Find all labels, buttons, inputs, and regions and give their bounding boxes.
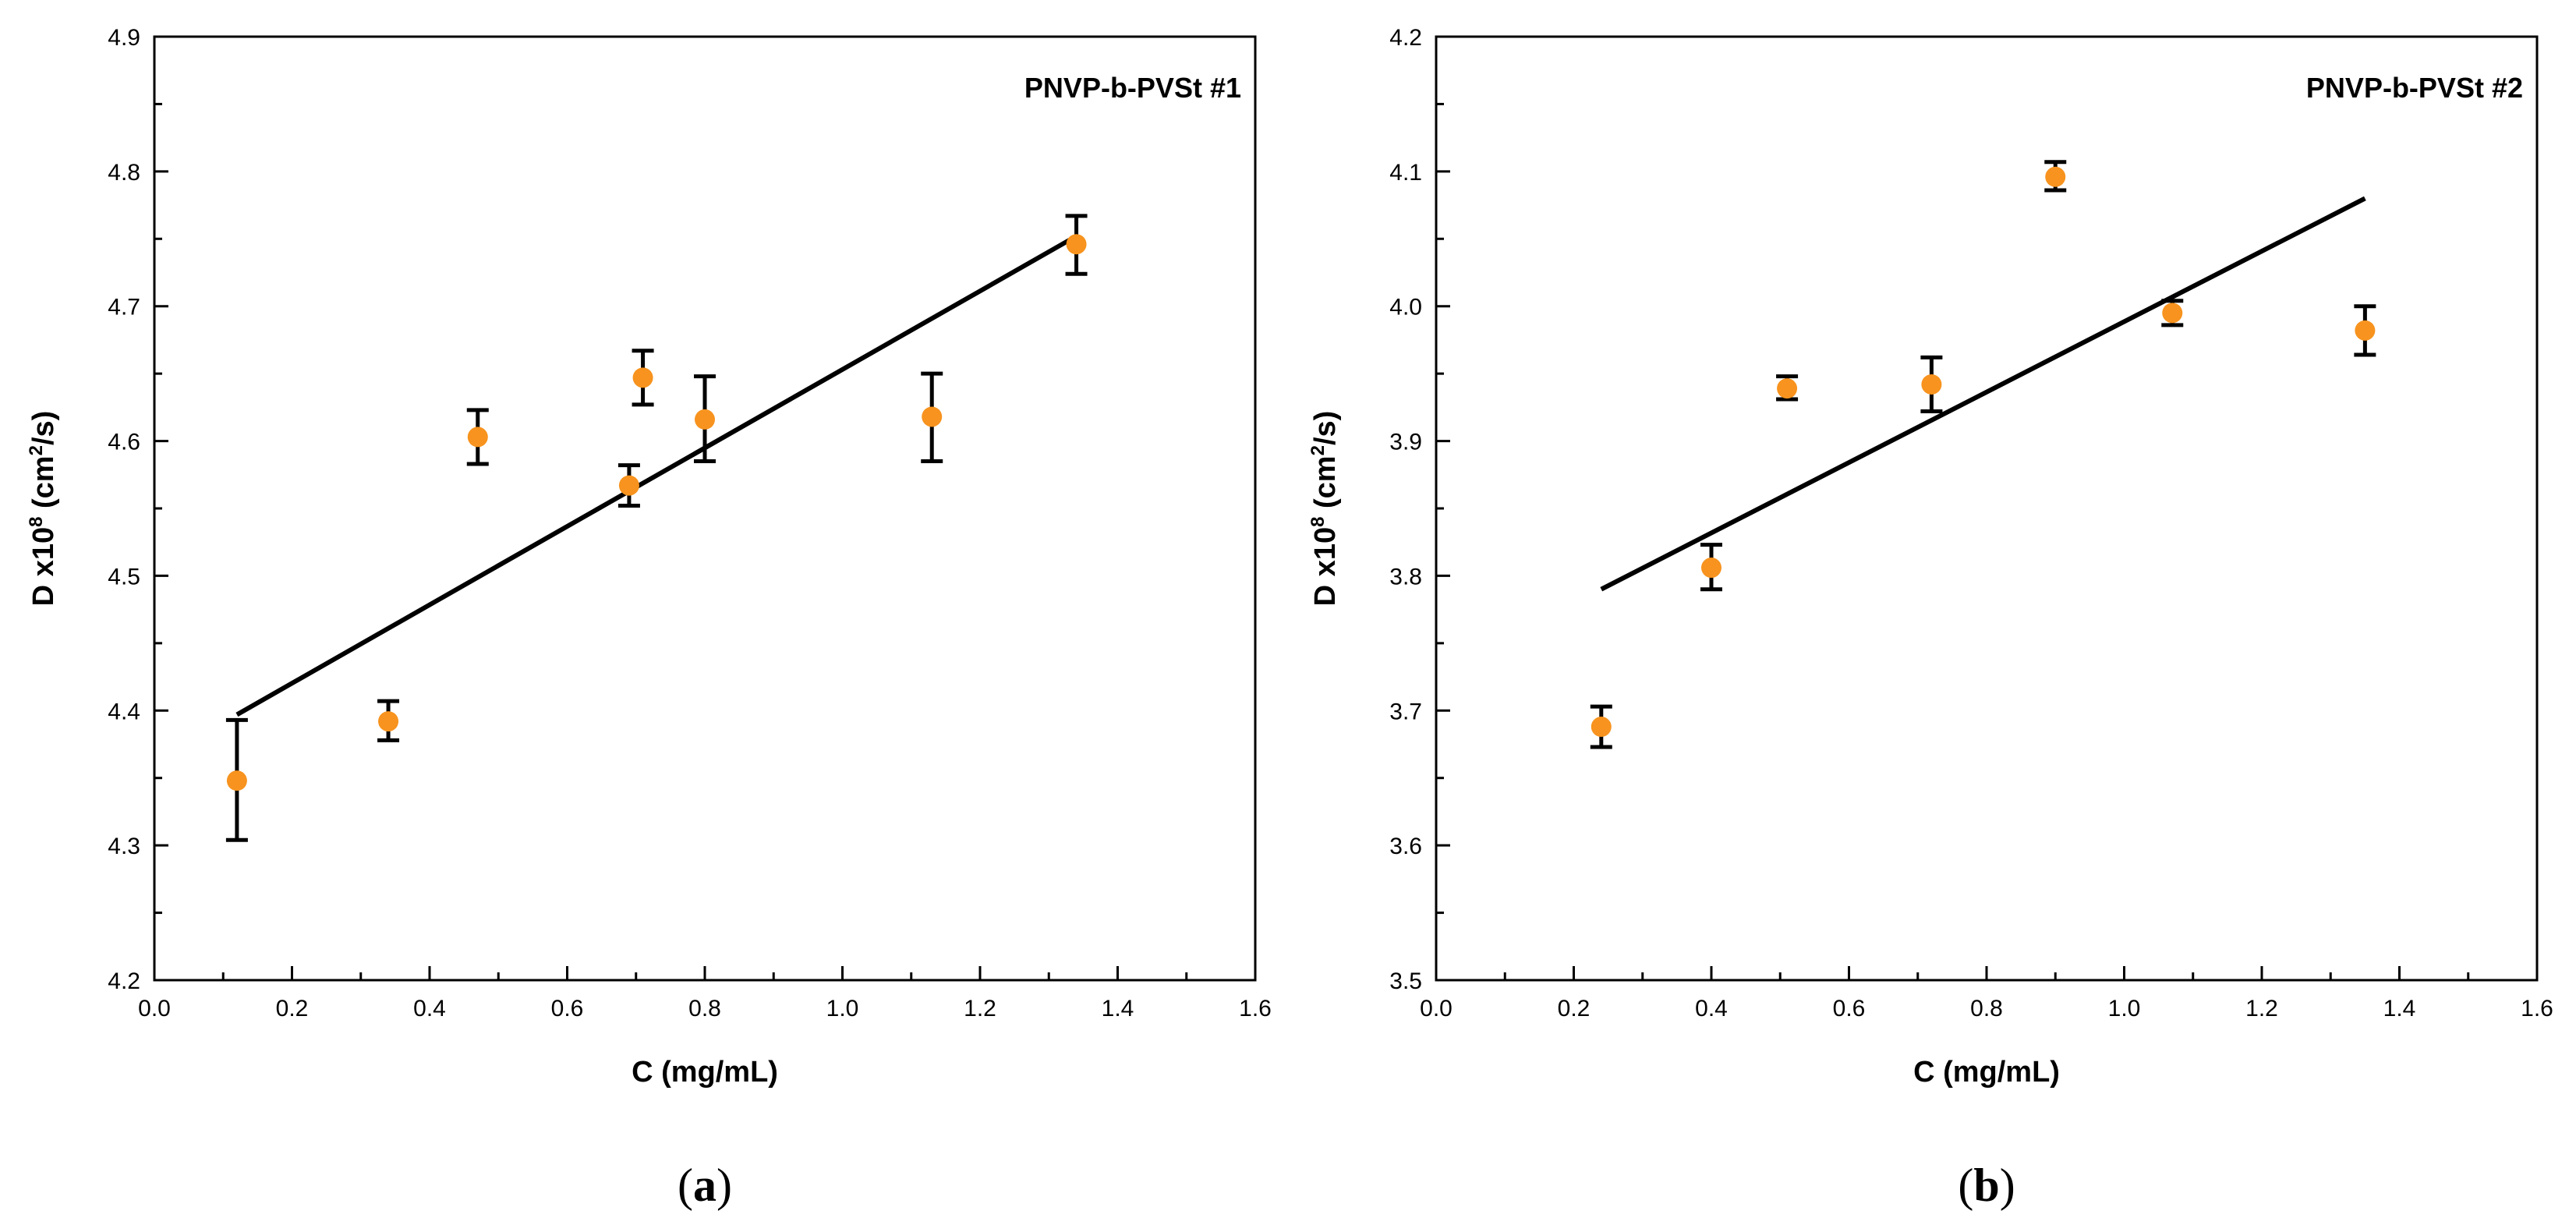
y-tick-label-a: 4.5 — [108, 564, 140, 589]
x-tick-label-b: 0.6 — [1833, 996, 1866, 1021]
x-axis-title-a: C (mg/mL) — [632, 1056, 778, 1089]
marker-b — [1701, 558, 1721, 579]
x-tick-label-b: 0.2 — [1558, 996, 1591, 1021]
data-point-b — [1920, 355, 1943, 414]
y-tick-label-b: 4.2 — [1389, 25, 1422, 51]
data-point-b — [2161, 299, 2184, 327]
y-axis-title-b-mid: (cm — [1309, 455, 1342, 516]
y-axis-title-a-suffix: /s) — [27, 411, 60, 445]
y-axis-title-a: D x108 (cm2/s) — [26, 411, 60, 607]
y-axis-title-a-mid: (cm — [27, 455, 60, 516]
y-tick-label-a: 4.2 — [108, 968, 140, 994]
data-point-a — [617, 463, 640, 508]
y-axis-title-a-exp1: 8 — [26, 517, 47, 527]
series-a — [225, 214, 1088, 842]
marker-b — [1777, 378, 1798, 399]
y-tick-label-b: 3.5 — [1389, 968, 1422, 994]
x-tick-label-a: 0.0 — [138, 996, 171, 1021]
x-tick-label-a: 1.0 — [826, 996, 859, 1021]
marker-a — [922, 406, 943, 427]
series-b — [1590, 160, 2376, 749]
y-axis-title-a-prefix: D x10 — [27, 527, 60, 606]
marker-a — [467, 427, 488, 448]
y-tick-label-b: 3.7 — [1389, 699, 1422, 724]
x-tick-label-b: 1.2 — [2245, 996, 2278, 1021]
panel-title-b: PNVP-b-PVSt #2 — [2306, 72, 2523, 104]
x-tick-label-b: 1.6 — [2521, 996, 2553, 1021]
fit-line-b — [1600, 196, 2366, 592]
y-tick-label-a: 4.8 — [108, 160, 140, 186]
y-tick-label-a: 4.4 — [108, 699, 140, 724]
data-point-b — [1700, 543, 1722, 592]
x-tick-label-a: 0.4 — [413, 996, 446, 1021]
panel-a: 0.0 0.2 0.4 0.6 0.8 1.0 1.2 1.4 1.6 4.2 4.3 4.4 4.5 4… — [26, 25, 1272, 1211]
panel-title-a: PNVP-b-PVSt #1 — [1024, 72, 1241, 104]
x-tick-label-a: 0.2 — [276, 996, 309, 1021]
y-axis-title-a-exp2: 2 — [26, 445, 47, 455]
data-point-b — [2354, 304, 2376, 357]
x-axis-title-b: C (mg/mL) — [1913, 1056, 2060, 1089]
y-axis-title-b-prefix: D x10 — [1309, 527, 1342, 606]
marker-a — [618, 475, 639, 496]
data-point-b — [1590, 704, 1612, 749]
data-point-a — [225, 717, 248, 842]
panel-b: 0.0 0.2 0.4 0.6 0.8 1.0 1.2 1.4 1.6 3.5 3.6 3.7 3.8 3… — [1307, 25, 2553, 1211]
y-tick-label-b: 4.0 — [1389, 295, 1422, 320]
y-tick-label-b: 3.8 — [1389, 564, 1422, 589]
ticks-b: 0.0 0.2 0.4 0.6 0.8 1.0 1.2 1.4 1.6 3.5 3.6 3.7 3.8 3… — [1389, 25, 2553, 1021]
marker-b — [1921, 374, 1942, 395]
marker-b — [1591, 717, 1612, 738]
ticks-a: 0.0 0.2 0.4 0.6 0.8 1.0 1.2 1.4 1.6 4.2 4.3 4.4 4.5 4… — [108, 25, 1272, 1021]
fit-line-a — [235, 234, 1078, 717]
y-axis-title-b: D x108 (cm2/s) — [1307, 411, 1342, 607]
x-tick-label-b: 0.0 — [1420, 996, 1453, 1021]
x-tick-label-a: 1.6 — [1239, 996, 1272, 1021]
marker-b — [2355, 320, 2376, 341]
marker-a — [632, 367, 653, 388]
y-tick-label-a: 4.9 — [108, 25, 140, 51]
data-point-b — [1776, 374, 1799, 402]
data-point-a — [466, 408, 489, 466]
x-tick-label-a: 0.8 — [688, 996, 721, 1021]
marker-a — [378, 711, 399, 732]
marker-a — [1066, 234, 1087, 255]
panel-caption-a-letter: a — [693, 1160, 717, 1211]
x-tick-label-b: 0.8 — [1970, 996, 2003, 1021]
x-tick-label-a: 0.6 — [551, 996, 584, 1021]
y-tick-label-b: 3.6 — [1389, 834, 1422, 859]
data-point-a — [632, 349, 654, 407]
x-tick-label-b: 1.0 — [2108, 996, 2141, 1021]
data-point-a — [921, 371, 943, 463]
x-tick-label-b: 1.4 — [2383, 996, 2416, 1021]
panel-caption-a: (a) — [678, 1160, 732, 1211]
y-tick-label-a: 4.7 — [108, 295, 140, 320]
y-axis-title-b-exp1: 8 — [1307, 517, 1329, 527]
y-tick-label-a: 4.3 — [108, 834, 140, 859]
plot-frame-a — [153, 35, 1257, 982]
plot-frame-b — [1435, 35, 2539, 982]
y-axis-title-b-exp2: 2 — [1307, 445, 1329, 455]
marker-b — [2045, 166, 2066, 187]
marker-a — [226, 770, 247, 791]
data-point-a — [377, 699, 400, 742]
data-point-a — [694, 374, 716, 463]
panel-caption-b: (b) — [1958, 1160, 2015, 1211]
data-point-a — [1065, 214, 1088, 276]
y-axis-title-b-suffix: /s) — [1309, 411, 1342, 445]
marker-a — [695, 409, 715, 430]
marker-b — [2162, 303, 2183, 324]
x-tick-label-b: 0.4 — [1695, 996, 1728, 1021]
x-tick-label-a: 1.4 — [1102, 996, 1134, 1021]
y-tick-label-b: 4.1 — [1389, 160, 1422, 186]
x-tick-label-a: 1.2 — [964, 996, 996, 1021]
panel-caption-b-letter: b — [1973, 1160, 1999, 1211]
y-tick-label-a: 4.6 — [108, 430, 140, 455]
data-point-b — [2044, 160, 2067, 193]
y-tick-label-b: 3.9 — [1389, 430, 1422, 455]
